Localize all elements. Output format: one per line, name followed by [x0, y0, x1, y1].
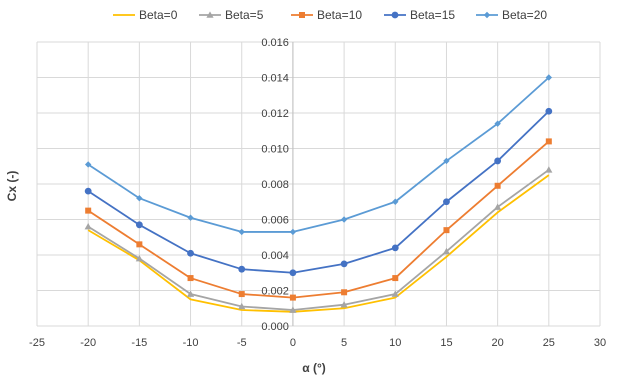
data-point [187, 275, 194, 282]
data-point [483, 11, 491, 19]
data-point [392, 275, 399, 282]
series-line [87, 140, 550, 299]
series-beta-20 [84, 74, 553, 236]
y-tick-label: 0.016 [261, 37, 289, 49]
data-point [299, 12, 305, 18]
data-point [494, 157, 502, 165]
series-beta-5 [84, 166, 553, 313]
data-point [238, 302, 246, 310]
series-beta-10 [85, 138, 552, 301]
x-tick-label: -10 [183, 337, 199, 349]
legend-item: Beta=5 [199, 8, 264, 22]
data-point [289, 269, 297, 277]
data-point [238, 291, 245, 298]
series-beta-15 [84, 107, 553, 277]
data-point [341, 289, 348, 296]
data-point [135, 254, 143, 262]
data-point [391, 244, 399, 252]
series-layer [84, 74, 553, 313]
grid [36, 41, 601, 327]
data-point [545, 138, 552, 145]
legend: Beta=0 Beta=5 Beta=10 Beta=15 Beta=20 [113, 8, 547, 22]
legend-label: Beta=20 [502, 8, 547, 22]
legend-label: Beta=0 [139, 8, 178, 22]
x-axis-label: α (°) [302, 361, 326, 375]
legend-label: Beta=15 [410, 8, 455, 22]
series-line [87, 174, 550, 313]
data-point [186, 290, 195, 297]
series-line [87, 169, 550, 311]
y-axis-label: Cx (-) [5, 171, 19, 202]
legend-label: Beta=5 [225, 8, 264, 22]
y-tick-label: 0.010 [261, 144, 289, 156]
data-point [391, 11, 399, 19]
x-tick-label: 15 [440, 337, 452, 349]
data-point [187, 214, 194, 221]
x-tick-label: -20 [80, 337, 96, 349]
y-tick-label: 0.000 [261, 321, 289, 333]
data-point [392, 198, 399, 205]
data-point [340, 260, 348, 268]
x-tick-labels: -25 -20 -15 -10 -5 0 5 10 15 20 25 30 [29, 337, 606, 349]
data-point [545, 74, 553, 81]
legend-label: Beta=10 [317, 8, 362, 22]
data-point [187, 249, 194, 257]
legend-item: Beta=0 [113, 8, 178, 22]
y-tick-label: 0.002 [261, 286, 289, 298]
data-point [84, 161, 92, 168]
data-point [84, 187, 92, 195]
y-tick-label: 0.004 [261, 250, 289, 262]
x-tick-label: 10 [389, 337, 401, 349]
data-point [135, 221, 143, 229]
y-tick-label: 0.008 [261, 179, 289, 191]
data-point [85, 207, 92, 214]
data-point [391, 290, 399, 297]
x-tick-label: 30 [594, 337, 606, 349]
y-tick-label: 0.014 [261, 73, 289, 85]
data-point [442, 247, 451, 255]
data-point [136, 241, 143, 248]
legend-item: Beta=20 [476, 8, 547, 22]
series-line [87, 110, 550, 274]
legend-item: Beta=10 [291, 8, 362, 22]
y-tick-label: 0.006 [261, 215, 289, 227]
y-tick-label: 0.012 [261, 108, 289, 120]
x-tick-label: -25 [29, 337, 45, 349]
y-tick-labels: 0.000 0.002 0.004 0.006 0.008 0.010 0.012 0.014… [261, 37, 289, 333]
data-point [238, 265, 246, 273]
series-beta-0 [87, 174, 550, 313]
data-point [206, 11, 214, 18]
data-point [443, 198, 450, 206]
data-point [238, 228, 245, 236]
x-tick-label: -5 [237, 337, 247, 349]
x-tick-label: 0 [290, 337, 296, 349]
data-point [545, 166, 553, 173]
data-point [494, 203, 502, 210]
data-point [494, 182, 501, 189]
data-point [289, 228, 297, 236]
data-point [340, 301, 348, 308]
legend-item: Beta=15 [384, 8, 455, 22]
x-tick-label: -15 [131, 337, 147, 349]
series-line [87, 76, 550, 233]
data-point [340, 216, 348, 223]
data-point [443, 227, 450, 234]
data-point [289, 294, 296, 301]
data-point [289, 306, 297, 313]
x-tick-label: 25 [543, 337, 555, 349]
data-point [545, 107, 553, 115]
x-tick-label: 20 [492, 337, 504, 349]
data-point [136, 195, 143, 202]
data-point [84, 223, 92, 230]
data-point [443, 157, 450, 165]
data-point [494, 120, 501, 127]
x-tick-label: 5 [341, 337, 347, 349]
